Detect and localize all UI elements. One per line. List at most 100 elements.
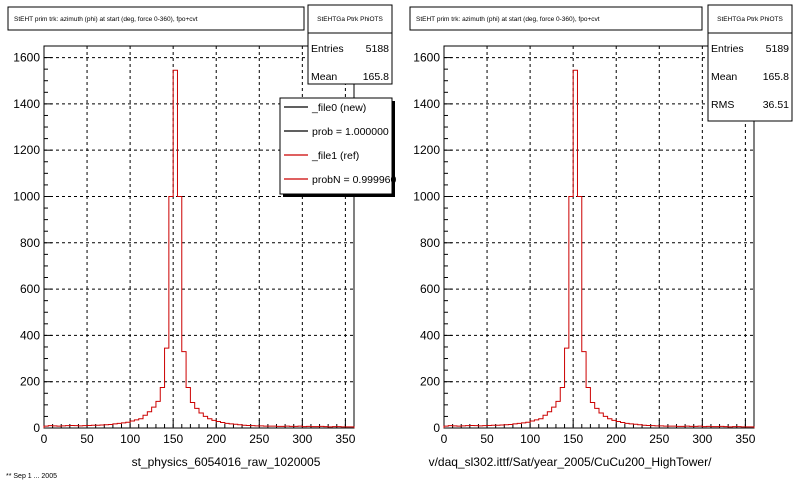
histogram-bin bbox=[147, 412, 151, 428]
histogram-bin bbox=[165, 348, 169, 428]
y-tick-label: 400 bbox=[20, 328, 40, 342]
histogram-bin bbox=[203, 416, 207, 428]
histogram-bin bbox=[517, 423, 521, 428]
histogram-bin bbox=[117, 423, 121, 428]
legend-entry-label: prob = 1.000000 bbox=[312, 126, 389, 138]
chart-panel-1: StEHT prim trk: azimuth (phi) at start (… bbox=[7, 4, 397, 469]
histogram-bin bbox=[169, 196, 173, 428]
stats-label: RMS bbox=[711, 99, 734, 111]
legend-frame bbox=[279, 97, 393, 195]
histogram-bin bbox=[152, 407, 156, 428]
x-tick-label: 200 bbox=[606, 432, 626, 446]
x-tick-label: 350 bbox=[335, 432, 355, 446]
legend: _file0 (new) prob = 1.000000 _file1 (ref) p… bbox=[279, 97, 397, 197]
histogram-bin bbox=[595, 408, 599, 428]
stats-title: StEHTGa Ptrk PhiOTS bbox=[717, 16, 783, 23]
histogram-bin bbox=[173, 70, 177, 428]
stats-box: StEHTGa Ptrk PhiOTS Entries 5188 Mean 165.8 bbox=[307, 4, 393, 85]
histogram-bin bbox=[109, 425, 113, 428]
y-tick-label: 0 bbox=[33, 421, 40, 435]
stats-value: 5188 bbox=[366, 43, 390, 55]
histogram-bin bbox=[625, 423, 629, 428]
stats-value: 36.51 bbox=[763, 99, 789, 111]
y-tick-label: 1600 bbox=[13, 51, 40, 65]
histogram-bin bbox=[621, 422, 625, 428]
stats-label: Mean bbox=[311, 71, 337, 83]
stats-value: 5189 bbox=[766, 43, 790, 55]
series-1 bbox=[43, 69, 355, 428]
stats-label: Entries bbox=[711, 43, 744, 55]
legend-entry-label: probN = 0.999960 bbox=[312, 174, 397, 186]
histogram-bin bbox=[577, 196, 581, 428]
histogram-bin bbox=[612, 420, 616, 428]
histogram-bin bbox=[522, 423, 526, 428]
legend-entry-label: _file1 (ref) bbox=[311, 150, 359, 162]
histogram-line bbox=[43, 69, 355, 428]
histogram-bin bbox=[616, 422, 620, 428]
histogram-bin bbox=[543, 415, 547, 428]
stats-value: 165.8 bbox=[763, 71, 789, 83]
histogram-bin bbox=[195, 408, 199, 428]
histogram-bin bbox=[229, 424, 233, 428]
histogram-bin bbox=[134, 420, 138, 428]
chart-title: StEHT prim trk: azimuth (phi) at start (… bbox=[416, 16, 600, 23]
legend-entry-label: _file0 (new) bbox=[311, 102, 366, 114]
y-tick-label: 200 bbox=[20, 375, 40, 389]
histogram-bin bbox=[182, 352, 186, 428]
footer-note: ** Sep 1 ... 2005 bbox=[6, 473, 57, 480]
histogram-bin bbox=[629, 424, 633, 428]
chart-panel-2: StEHT prim trk: azimuth (phi) at start (… bbox=[409, 4, 793, 469]
histogram-bin bbox=[190, 403, 194, 428]
histogram-bin bbox=[586, 387, 590, 428]
y-tick-label: 1600 bbox=[413, 51, 440, 65]
series-1 bbox=[443, 69, 755, 428]
histogram-bin bbox=[599, 413, 603, 428]
histogram-bin bbox=[556, 401, 560, 428]
stats-box: StEHTGa Ptrk PhiOTS Entries 5189 Mean 165.8 R… bbox=[707, 4, 793, 122]
histogram-bin bbox=[526, 422, 530, 428]
histogram-bin bbox=[122, 423, 126, 428]
stats-frame bbox=[707, 4, 793, 122]
y-tick-label: 200 bbox=[420, 375, 440, 389]
histogram-bin bbox=[186, 387, 190, 428]
histogram-bin bbox=[143, 415, 147, 428]
title-box bbox=[7, 6, 305, 31]
grid-lines bbox=[444, 46, 754, 428]
x-tick-label: 100 bbox=[520, 432, 540, 446]
x-tick-label: 250 bbox=[249, 432, 269, 446]
x-tick-label: 100 bbox=[120, 432, 140, 446]
x-tick-label: 150 bbox=[163, 432, 183, 446]
y-tick-label: 1200 bbox=[413, 143, 440, 157]
title-box bbox=[409, 6, 703, 31]
histogram-bin bbox=[552, 407, 556, 428]
histogram-line bbox=[443, 69, 755, 428]
stats-frame bbox=[307, 4, 393, 85]
x-tick-label: 0 bbox=[41, 432, 48, 446]
y-tick-label: 400 bbox=[420, 328, 440, 342]
x-tick-label: 50 bbox=[480, 432, 494, 446]
histogram-bin bbox=[534, 420, 538, 428]
stats-title: StEHTGa Ptrk PhiOTS bbox=[317, 16, 383, 23]
y-tick-label: 1400 bbox=[413, 97, 440, 111]
x-tick-label: 150 bbox=[563, 432, 583, 446]
histogram-bin bbox=[130, 421, 134, 428]
y-tick-label: 600 bbox=[20, 282, 40, 296]
histogram-bin bbox=[513, 424, 517, 428]
histogram-bin bbox=[126, 422, 130, 428]
y-tick-label: 1200 bbox=[13, 143, 40, 157]
histogram-bin bbox=[212, 420, 216, 428]
histogram-bin bbox=[608, 419, 612, 428]
stats-label: Entries bbox=[311, 43, 344, 55]
histogram-bin bbox=[208, 419, 212, 428]
x-tick-label: 200 bbox=[206, 432, 226, 446]
histogram-bin bbox=[547, 412, 551, 428]
y-tick-label: 1000 bbox=[413, 189, 440, 203]
histogram-bin bbox=[199, 413, 203, 428]
chart-title: StEHT prim trk: azimuth (phi) at start (… bbox=[14, 16, 198, 23]
histogram-bin bbox=[530, 421, 534, 428]
y-tick-label: 800 bbox=[420, 236, 440, 250]
histogram-bin bbox=[139, 419, 143, 428]
histogram-bin bbox=[225, 423, 229, 428]
histogram-bin bbox=[560, 387, 564, 428]
y-tick-label: 0 bbox=[433, 421, 440, 435]
